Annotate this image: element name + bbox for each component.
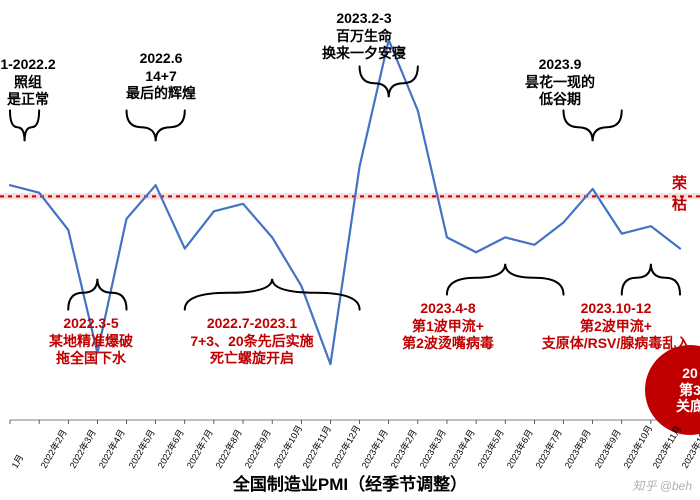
annotation-b3: 2023.4-8 第1波甲流+ 第2波烫嘴病毒 <box>395 300 501 353</box>
annotation-a1: 1-2022.2 照组 是正常 <box>0 56 81 109</box>
annotation-b2: 2022.7-2023.1 7+3、20条先后实施 死亡螺旋开启 <box>166 315 339 368</box>
chart-title: 全国制造业PMI（经季节调整） <box>0 470 700 495</box>
annotation-a4: 2023.9 昙花一现的 低谷期 <box>520 56 600 109</box>
baseline-label: 荣枯 <box>672 172 700 214</box>
watermark: 知乎 @beh <box>632 477 692 494</box>
annotation-a2: 2022.6 14+7 最后的辉煌 <box>121 50 201 103</box>
annotation-a3: 2023.2-3 百万生命 换来一夕安寝 <box>311 10 417 63</box>
annotation-b1: 2022.3-5 某地精准爆破 拖全国下水 <box>38 315 144 368</box>
annotation-b4: 2023.10-12 第2波甲流+ 支原体/RSV/腺病毒乱入 <box>530 300 700 353</box>
